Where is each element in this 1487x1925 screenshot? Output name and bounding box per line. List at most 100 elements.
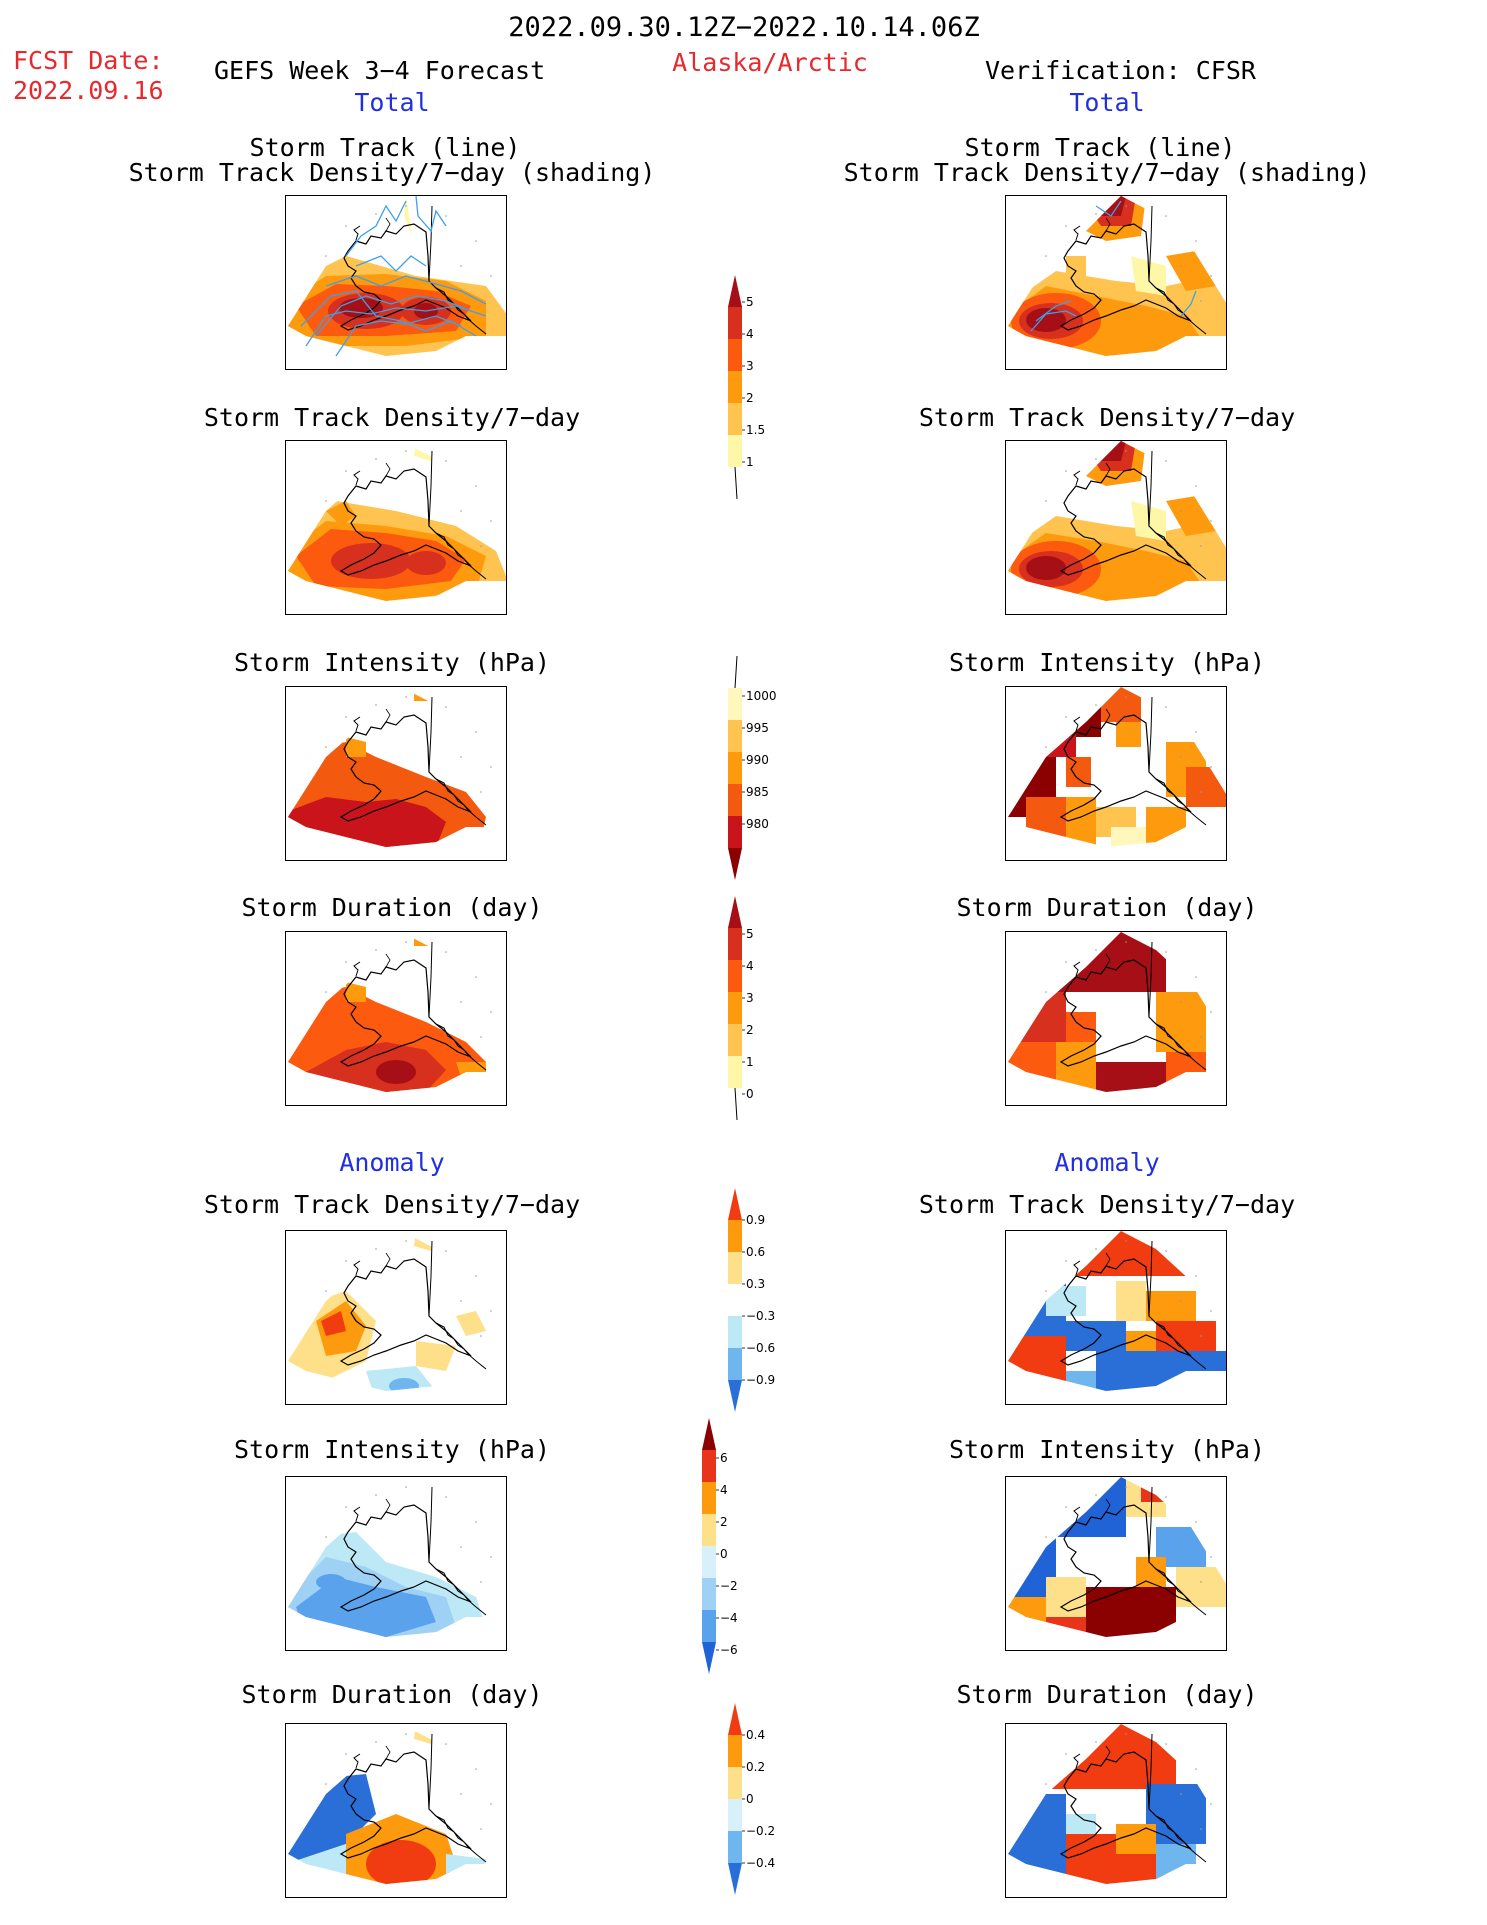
map-right-anom-duration [1005,1723,1227,1898]
colorbar-segment [728,1316,742,1348]
colorbar-intensity-anomaly: 6 4 2 0 −2 −4 −6 [700,1410,760,1710]
colorbar-segment [702,1578,716,1610]
colorbar-duration-total: 5 4 3 2 1 0 [726,890,786,1170]
colorbar-label: 4 [746,327,754,341]
colorbar-segment [728,1056,742,1088]
colorbar-segment [702,1482,716,1514]
map-left-anom-intensity [285,1476,507,1651]
colorbar-label: −0.9 [746,1373,775,1387]
colorbar-label: 1 [746,1055,754,1069]
colorbar-segment [728,339,742,371]
map-right-track-density-lines [1005,195,1227,370]
left-track-line-title: Storm Track (line) [249,133,521,162]
colorbar-segment [728,1284,742,1316]
colorbar-label: 6 [720,1451,728,1465]
colorbar-intensity-total: 1000 995 990 985 980 [726,648,786,888]
colorbar-label: 3 [746,359,754,373]
colorbar-label: 1.5 [746,423,765,437]
colorbar-arrow-top [728,275,742,307]
map-left-intensity [285,686,507,861]
colorbar-segment [728,720,742,752]
colorbar-density-total: 5 4 3 2 1.5 1 [726,265,786,545]
colorbar-segment [728,1799,742,1831]
colorbar-segment [728,816,742,848]
colorbar-label: −0.4 [746,1856,775,1870]
colorbar-arrow-bottom [728,848,742,880]
colorbar-segment [728,1252,742,1284]
fcst-date-label: FCST Date: [13,46,164,75]
colorbar-arrow-bottom [728,1863,742,1895]
map-left-track-density-lines [285,195,507,370]
colorbar-label: −6 [720,1643,738,1657]
right-track-line-title: Storm Track (line) [964,133,1236,162]
colorbar-arrow-top [728,896,742,928]
left-anom-density-title: Storm Track Density/7−day [203,1190,581,1219]
total-left-heading: Total [354,88,430,117]
colorbar-label: 0.9 [746,1213,765,1227]
map-left-anom-duration [285,1723,507,1898]
left-duration-title: Storm Duration (day) [241,893,543,922]
colorbar-label: −0.6 [746,1341,775,1355]
colorbar-segment [728,992,742,1024]
map-right-intensity [1005,686,1227,861]
colorbar-segment [728,1024,742,1056]
colorbar-label: 0 [746,1087,754,1101]
left-anom-intensity-title: Storm Intensity (hPa) [233,1435,551,1464]
colorbar-label: 990 [746,753,769,767]
colorbar-segment [728,960,742,992]
map-left-track-density [285,440,507,615]
colorbar-segment [728,752,742,784]
verification-title: Verification: CFSR [985,56,1256,85]
colorbar-segment [702,1514,716,1546]
map-right-anom-intensity [1005,1476,1227,1651]
colorbar-label: −0.2 [746,1824,775,1838]
right-track-density-shading-title: Storm Track Density/7−day (shading) [843,158,1371,187]
region-title: Alaska/Arctic [672,48,868,77]
map-right-anom-density [1005,1230,1227,1405]
right-intensity-title: Storm Intensity (hPa) [948,648,1266,677]
right-track-density-title: Storm Track Density/7−day [918,403,1296,432]
colorbar-duration-anomaly: 0.4 0.2 0 −0.2 −0.4 [726,1695,786,1925]
colorbar-label: 0.6 [746,1245,765,1259]
forecast-title: GEFS Week 3−4 Forecast [214,56,546,85]
colorbar-label: 4 [746,959,754,973]
colorbar-label: −4 [720,1611,738,1625]
anomaly-left-heading: Anomaly [339,1148,445,1177]
colorbar-segment [728,1348,742,1380]
colorbar-segment [728,784,742,816]
colorbar-label: 2 [746,391,754,405]
colorbar-label: 2 [720,1515,728,1529]
left-intensity-title: Storm Intensity (hPa) [233,648,551,677]
left-track-density-shading-title: Storm Track Density/7−day (shading) [128,158,656,187]
colorbar-segment [728,403,742,435]
right-anom-density-title: Storm Track Density/7−day [918,1190,1296,1219]
colorbar-segment [702,1450,716,1482]
colorbar-label: −0.3 [746,1309,775,1323]
colorbar-segment [702,1546,716,1578]
map-left-duration [285,931,507,1106]
colorbar-label: 0.4 [746,1728,765,1742]
colorbar-segment [728,307,742,339]
colorbar-label: 0.3 [746,1277,765,1291]
colorbar-label: 1 [746,455,754,469]
left-anom-duration-title: Storm Duration (day) [241,1680,543,1709]
colorbar-label: 985 [746,785,769,799]
colorbar-label: 980 [746,817,769,831]
colorbar-label: 1000 [746,689,777,703]
colorbar-arrow-top [728,1703,742,1735]
map-left-anom-density [285,1230,507,1405]
colorbar-segment [728,371,742,403]
colorbar-line-bottom [734,466,738,500]
colorbar-segment [728,1735,742,1767]
fcst-date-value: 2022.09.16 [13,76,164,105]
anomaly-right-heading: Anomaly [1054,1148,1160,1177]
colorbar-segment [728,688,742,720]
map-right-duration [1005,931,1227,1106]
colorbar-arrow-top [728,1188,742,1220]
colorbar-line-bottom [734,1087,738,1121]
colorbar-label: 5 [746,927,754,941]
right-anom-duration-title: Storm Duration (day) [956,1680,1258,1709]
colorbar-label: 0 [746,1792,754,1806]
total-right-heading: Total [1069,88,1145,117]
colorbar-arrow-bottom [728,1380,742,1412]
